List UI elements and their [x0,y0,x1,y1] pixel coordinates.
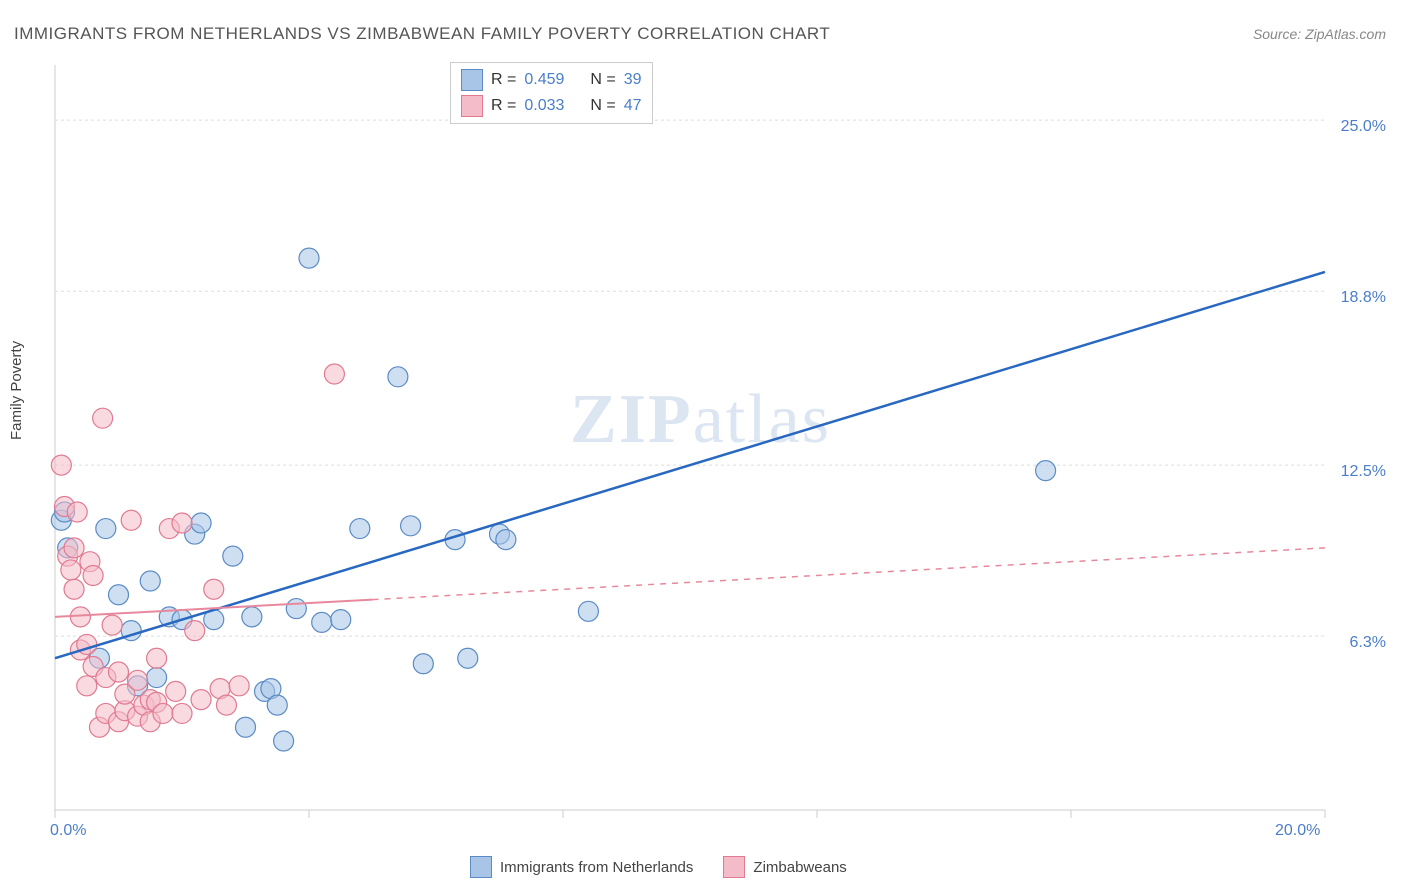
r-value-s2: 0.033 [524,97,564,115]
legend-item-series1: Immigrants from Netherlands [470,856,693,878]
source-prefix: Source: [1253,26,1305,42]
legend-label-series1: Immigrants from Netherlands [500,859,693,876]
legend-swatch-pink [723,856,745,878]
legend-swatch-blue [470,856,492,878]
legend-item-series2: Zimbabweans [723,856,846,878]
r-label: R = [491,71,516,89]
legend-swatch-pink [461,95,483,117]
n-value-s2: 47 [624,97,642,115]
n-label: N = [590,97,615,115]
r-value-s1: 0.459 [524,71,564,89]
y-tick-label: 18.8% [1341,289,1386,307]
n-label: N = [590,71,615,89]
correlation-legend: R = 0.459 N = 39 R = 0.033 N = 47 [450,62,653,124]
y-tick-label: 25.0% [1341,118,1386,136]
n-value-s1: 39 [624,71,642,89]
legend-label-series2: Zimbabweans [753,859,846,876]
y-axis-label: Family Poverty [8,341,25,440]
source-name: ZipAtlas.com [1305,26,1386,42]
y-tick-label: 6.3% [1350,634,1386,652]
r-label: R = [491,97,516,115]
series-legend: Immigrants from Netherlands Zimbabweans [470,856,847,878]
y-tick-label: 12.5% [1341,463,1386,481]
scatter-chart [50,60,1330,830]
x-tick-label-start: 0.0% [50,822,86,840]
legend-row-series2: R = 0.033 N = 47 [461,93,642,119]
legend-row-series1: R = 0.459 N = 39 [461,67,642,93]
source-attribution: Source: ZipAtlas.com [1253,26,1386,42]
chart-title: IMMIGRANTS FROM NETHERLANDS VS ZIMBABWEA… [14,24,830,44]
x-tick-label-end: 20.0% [1275,822,1320,840]
legend-swatch-blue [461,69,483,91]
